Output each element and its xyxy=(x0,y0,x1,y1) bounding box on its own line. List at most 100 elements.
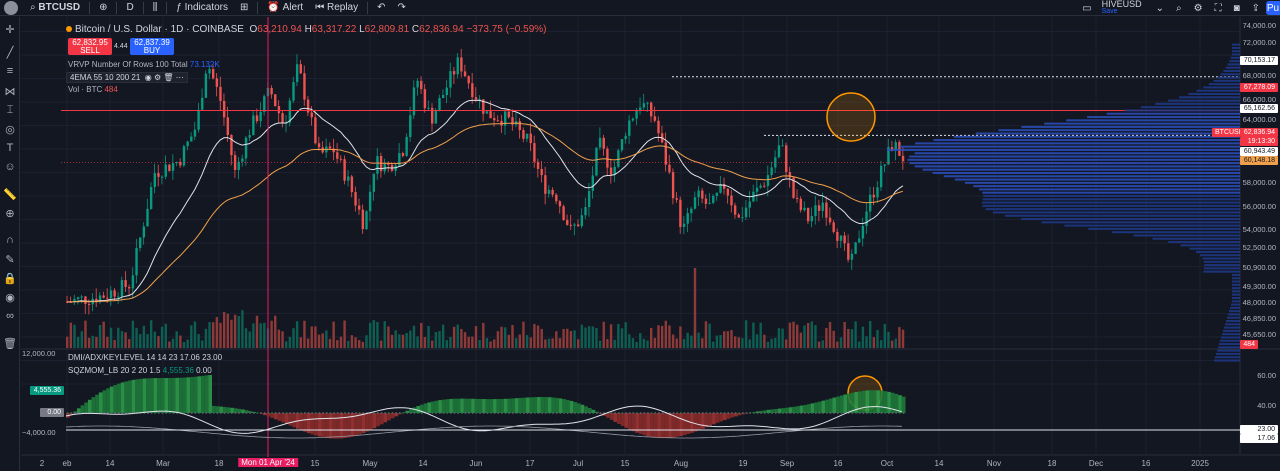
sqzmom-legend[interactable]: SQZMOM_LB 20 2 20 1.5 4,555.36 0.00 xyxy=(68,366,212,375)
lock-icon[interactable]: 🔒 xyxy=(3,272,17,285)
zoom-in-icon[interactable]: ⊕ xyxy=(5,207,15,220)
momentum-bar xyxy=(529,397,534,413)
chart-canvas[interactable] xyxy=(21,17,1280,471)
volume-bar xyxy=(372,320,375,348)
layout-name[interactable]: HIVEUSD Save xyxy=(1098,0,1150,16)
sell-button[interactable]: 62,832.95 SELL xyxy=(68,38,112,55)
settings-icon[interactable]: ⚙ xyxy=(153,73,162,82)
replay-button[interactable]: ⏮ Replay xyxy=(309,0,364,16)
candle-body xyxy=(361,209,365,230)
layout-menu-button[interactable]: ⌄ xyxy=(1150,0,1170,16)
emoji-icon[interactable]: ☺ xyxy=(4,161,16,173)
volume-bar xyxy=(650,327,653,348)
squeeze-dot xyxy=(468,412,470,414)
dmi-axis-label: 60.00 xyxy=(1257,371,1276,380)
volume-bar xyxy=(76,336,80,348)
snapshot-button[interactable]: ◙ xyxy=(1228,0,1246,16)
settings-button[interactable]: ⚙ xyxy=(1188,0,1209,16)
volume-bar xyxy=(230,319,233,348)
squeeze-dot xyxy=(636,412,638,414)
volume-bar xyxy=(792,321,795,348)
squeeze-dot xyxy=(307,412,310,414)
volume-profile-bar xyxy=(1111,231,1240,234)
user-avatar[interactable] xyxy=(4,0,18,15)
layout-icon-button[interactable]: ▭ xyxy=(1076,0,1097,16)
quick-search-button[interactable]: ⌕ xyxy=(1170,0,1188,16)
vrvp-legend[interactable]: VRVP Number Of Rows 100 Total 73.132K xyxy=(68,60,220,69)
candle-body xyxy=(620,139,624,151)
momentum-bar xyxy=(620,413,625,426)
volume-bar xyxy=(865,336,868,348)
chart-type-button[interactable]: ⫼ xyxy=(147,0,164,16)
publish-button[interactable]: Pu xyxy=(1266,1,1280,15)
more-icon[interactable]: ⋯ xyxy=(175,73,184,82)
momentum-bar xyxy=(861,390,866,413)
momentum-bar xyxy=(222,406,227,413)
volume-bar xyxy=(507,334,511,348)
symbol-search[interactable]: ⌕ BTCUSD xyxy=(24,0,86,16)
volume-profile-bar xyxy=(998,129,1240,132)
volume-bar xyxy=(573,330,576,348)
ema-legend[interactable]: 4EMA 55 10 200 21 ◉ ⚙ 🗑 ⋯ xyxy=(66,72,188,83)
squeeze-dot xyxy=(840,412,843,414)
momentum-bar xyxy=(423,403,428,413)
text-icon[interactable]: T xyxy=(6,142,14,154)
fullscreen-button[interactable]: ⛶ xyxy=(1209,0,1228,16)
magnet-icon[interactable]: ∩ xyxy=(6,234,14,246)
interval-button[interactable]: D xyxy=(120,0,139,16)
compare-button[interactable]: ⊕ xyxy=(93,0,113,16)
ohlc-values: O63,210.94 H63,317.22 L62,809.81 C62,836… xyxy=(249,24,547,35)
candle-body xyxy=(712,195,715,203)
eye-icon[interactable]: ◉ xyxy=(144,73,152,82)
momentum-bar xyxy=(887,391,891,413)
volume-spike xyxy=(693,268,697,348)
redo-button[interactable]: ↷ xyxy=(392,0,412,16)
lock-drawings-icon[interactable]: ✎ xyxy=(5,253,15,266)
momentum-bar xyxy=(796,406,800,413)
buy-button[interactable]: 62,837.39 BUY xyxy=(130,38,174,55)
candle-body xyxy=(536,161,540,169)
momentum-bar xyxy=(803,404,807,413)
candle-body xyxy=(511,117,514,125)
squeeze-dot xyxy=(442,412,445,414)
squeeze-dot xyxy=(577,412,580,414)
pattern-icon[interactable]: ⋈ xyxy=(4,85,16,98)
momentum-bar xyxy=(701,413,705,429)
volume-legend[interactable]: Vol · BTC 484 xyxy=(68,85,118,94)
momentum-bar xyxy=(540,396,545,413)
trash-icon[interactable]: 🗑 xyxy=(3,337,17,350)
momentum-bar xyxy=(390,413,395,419)
divider xyxy=(257,1,259,14)
candle-body xyxy=(584,207,587,216)
volume-bar xyxy=(427,325,430,348)
squeeze-dot xyxy=(439,412,441,414)
trendline-icon[interactable]: ╱ xyxy=(6,46,14,59)
undo-button[interactable]: ↶ xyxy=(371,0,391,16)
volume-profile-bar xyxy=(973,185,1240,188)
squeeze-dot xyxy=(745,412,748,414)
alert-button[interactable]: ⏰ Alert xyxy=(261,0,309,16)
fib-icon[interactable]: ≡ xyxy=(6,65,14,77)
indicators-button[interactable]: ƒ Indicators xyxy=(170,0,234,16)
templates-button[interactable]: ⊞ xyxy=(234,0,254,16)
candle-body xyxy=(796,197,799,199)
dmi-legend[interactable]: DMI/ADX/KEYLEVEL 14 14 23 17.06 23.00 xyxy=(68,353,222,362)
link-icon[interactable]: ∞ xyxy=(6,310,14,322)
trash-icon[interactable]: 🗑 xyxy=(163,73,174,82)
volume-bar xyxy=(730,330,733,348)
momentum-bar xyxy=(507,398,512,413)
candle-body xyxy=(295,64,299,83)
squeeze-dot xyxy=(373,412,375,414)
squeeze-dot xyxy=(672,412,675,414)
share-button[interactable]: ⇪ xyxy=(1246,0,1266,16)
crosshair-icon[interactable]: ✛ xyxy=(5,23,15,36)
candle-body xyxy=(186,141,189,147)
eye-icon[interactable]: ◉ xyxy=(5,291,15,304)
ruler-icon[interactable]: 📏 xyxy=(3,188,17,201)
candle-body xyxy=(540,168,543,176)
forecast-icon[interactable]: ⌶ xyxy=(6,103,14,116)
volume-bar xyxy=(160,326,164,348)
squeeze-dot xyxy=(530,412,532,414)
brush-icon[interactable]: ◎ xyxy=(5,123,15,136)
squeeze-dot xyxy=(154,412,156,414)
